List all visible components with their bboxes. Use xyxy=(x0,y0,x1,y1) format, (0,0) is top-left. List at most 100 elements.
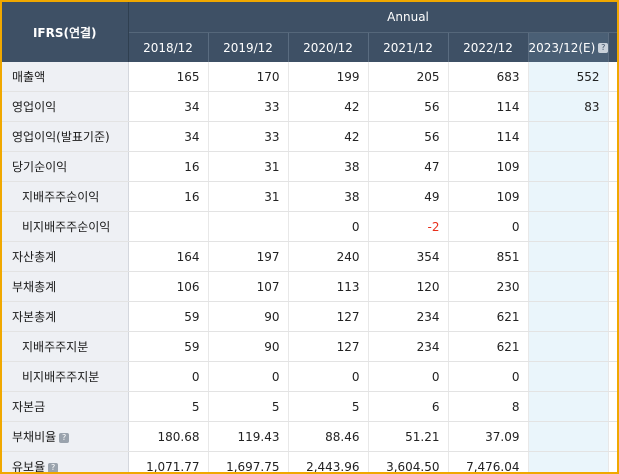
value-cell: 234 xyxy=(368,301,449,332)
value-cell xyxy=(608,91,617,122)
value-cell: 851 xyxy=(448,241,529,272)
value-cell: 42 xyxy=(288,91,369,122)
value-cell: 107 xyxy=(208,271,289,302)
value-cell: 31 xyxy=(208,181,289,212)
help-icon[interactable]: ? xyxy=(59,432,70,443)
row-label: 비지배주주순이익 xyxy=(2,211,129,242)
value-cell xyxy=(208,211,289,242)
estimate-cell: 83 xyxy=(528,91,609,122)
value-cell: 120 xyxy=(368,271,449,302)
row-label: 자산총계 xyxy=(2,241,129,272)
value-cell: 7,476.04 xyxy=(448,451,529,472)
estimate-cell xyxy=(528,361,609,392)
estimate-cell xyxy=(528,331,609,362)
row-label-text: 유보율 xyxy=(12,460,46,474)
value-cell xyxy=(608,331,617,362)
value-cell: 49 xyxy=(368,181,449,212)
year-header: 2020/12 xyxy=(288,32,369,62)
value-cell: 33 xyxy=(208,91,289,122)
value-cell: 240 xyxy=(288,241,369,272)
table-row: 자산총계 164 197 240 354 851 xyxy=(2,241,617,272)
estimate-cell xyxy=(528,241,609,272)
value-cell: 354 xyxy=(368,241,449,272)
table-row: 당기순이익 16 31 38 47 109 xyxy=(2,151,617,182)
row-label: 자본금 xyxy=(2,391,129,422)
value-cell: 47 xyxy=(368,151,449,182)
row-label: 당기순이익 xyxy=(2,151,129,182)
row-label-text: 당기순이익 xyxy=(12,160,68,174)
row-label-text: 자본총계 xyxy=(12,310,57,324)
value-cell xyxy=(608,421,617,452)
value-cell: 0 xyxy=(368,361,449,392)
value-cell xyxy=(608,211,617,242)
estimate-cell xyxy=(528,391,609,422)
estimate-cell xyxy=(528,421,609,452)
year-header-partial: 2 xyxy=(608,32,617,62)
value-cell: 114 xyxy=(448,121,529,152)
value-cell: -2 xyxy=(368,211,449,242)
value-cell: 34 xyxy=(128,91,209,122)
row-label: 유보율? xyxy=(2,451,129,474)
value-cell: 5 xyxy=(288,391,369,422)
value-cell: 56 xyxy=(368,91,449,122)
estimate-cell xyxy=(528,271,609,302)
row-label-text: 지배주주순이익 xyxy=(22,190,100,204)
row-label-text: 자본금 xyxy=(12,400,46,414)
table-row: 영업이익 34 33 42 56 114 83 xyxy=(2,91,617,122)
value-cell: 38 xyxy=(288,181,369,212)
row-label-text: 영업이익 xyxy=(12,100,57,114)
row-label-text: 매출액 xyxy=(12,70,46,84)
value-cell: 16 xyxy=(128,151,209,182)
value-cell: 5 xyxy=(128,391,209,422)
value-cell: 6 xyxy=(368,391,449,422)
value-cell xyxy=(608,301,617,332)
value-cell xyxy=(128,211,209,242)
value-cell: 37.09 xyxy=(448,421,529,452)
value-cell: 42 xyxy=(288,121,369,152)
estimate-cell xyxy=(528,151,609,182)
table-row: 자본총계 59 90 127 234 621 xyxy=(2,301,617,332)
value-cell: 234 xyxy=(368,331,449,362)
year-header: 2018/12 xyxy=(128,32,209,62)
table-row: 영업이익(발표기준) 34 33 42 56 114 xyxy=(2,121,617,152)
value-cell: 114 xyxy=(448,91,529,122)
value-cell: 197 xyxy=(208,241,289,272)
value-cell: 0 xyxy=(448,361,529,392)
estimate-cell xyxy=(528,451,609,472)
help-icon[interactable]: ? xyxy=(598,43,607,53)
table-row: 매출액 165 170 199 205 683 552 xyxy=(2,62,617,92)
table-row: 비지배주주지분 0 0 0 0 0 xyxy=(2,361,617,392)
value-cell: 33 xyxy=(208,121,289,152)
value-cell: 180.68 xyxy=(128,421,209,452)
help-icon[interactable]: ? xyxy=(48,462,59,472)
value-cell: 88.46 xyxy=(288,421,369,452)
value-cell xyxy=(608,361,617,392)
table-row: 자본금 5 5 5 6 8 xyxy=(2,391,617,422)
value-cell xyxy=(608,151,617,182)
value-cell: 3,604.50 xyxy=(368,451,449,472)
value-cell: 34 xyxy=(128,121,209,152)
table-row: 부채비율? 180.68 119.43 88.46 51.21 37.09 xyxy=(2,421,617,452)
year-header-estimate-label: 2023/12(E) xyxy=(528,40,596,55)
annual-group-header: Annual xyxy=(128,2,617,33)
value-cell: 31 xyxy=(208,151,289,182)
row-label-text: 부채총계 xyxy=(12,280,57,294)
value-cell xyxy=(608,181,617,212)
value-cell: 0 xyxy=(128,361,209,392)
row-label: 부채비율? xyxy=(2,421,129,452)
row-label: 비지배주주지분 xyxy=(2,361,129,392)
value-cell: 59 xyxy=(128,301,209,332)
year-header: 2021/12 xyxy=(368,32,449,62)
value-cell xyxy=(608,121,617,152)
row-label-text: 비지배주주순이익 xyxy=(22,220,111,234)
value-cell: 51.21 xyxy=(368,421,449,452)
value-cell: 1,697.75 xyxy=(208,451,289,472)
estimate-cell xyxy=(528,121,609,152)
table-row: 지배주주순이익 16 31 38 49 109 xyxy=(2,181,617,212)
value-cell xyxy=(608,271,617,302)
value-cell: 2,443.96 xyxy=(288,451,369,472)
value-cell: 90 xyxy=(208,331,289,362)
row-label: 지배주주순이익 xyxy=(2,181,129,212)
